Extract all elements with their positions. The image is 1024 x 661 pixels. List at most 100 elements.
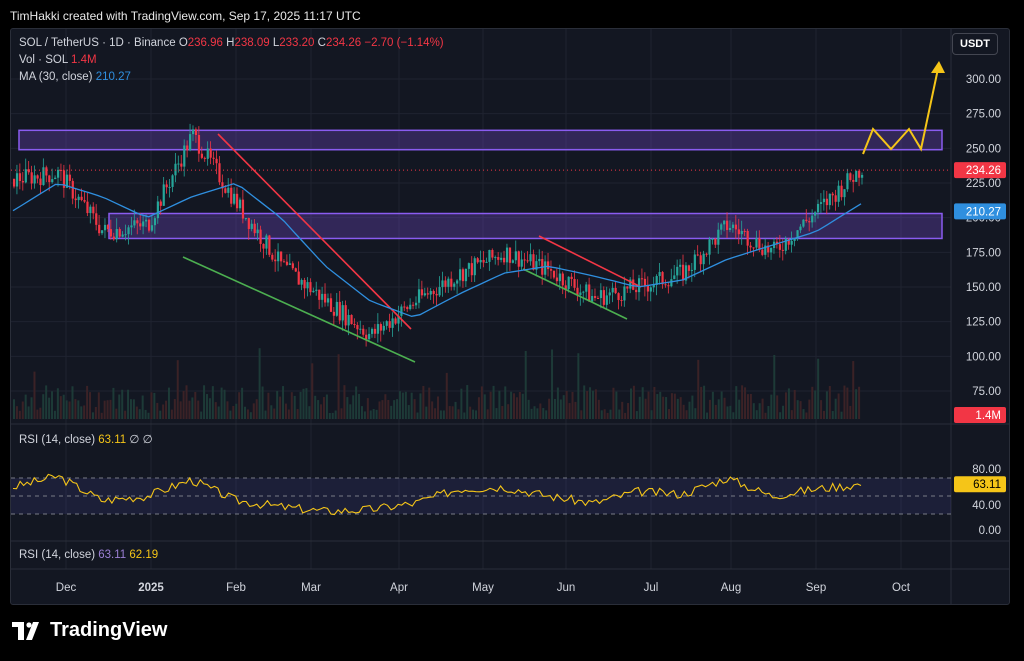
candle-body [109, 229, 113, 237]
volume-bar [855, 389, 858, 419]
candle-body [816, 203, 820, 213]
candle-body [858, 170, 861, 178]
candle-body [558, 273, 561, 282]
candle-body [447, 278, 450, 287]
candle-body [288, 263, 292, 265]
candle-body [256, 229, 259, 234]
brand-name: TradingView [50, 619, 168, 641]
ma-badge-bg [954, 203, 1006, 220]
candle-body [303, 279, 306, 289]
candle-body [250, 223, 253, 229]
high-label: H [226, 37, 235, 49]
candle-body [670, 279, 673, 287]
volume-bar [264, 410, 267, 419]
volume-bar [170, 409, 173, 419]
price-tick-label: 150.00 [966, 282, 1001, 294]
volume-badge: 1.4M [975, 410, 1001, 422]
rsi-value: 63.11 [98, 434, 127, 446]
candle-body [394, 318, 397, 324]
chart-frame[interactable]: 300.00275.00250.00225.00200.00175.00150.… [10, 28, 1010, 605]
candle-body [379, 324, 382, 331]
volume-bar [735, 386, 738, 419]
candle-body [291, 263, 294, 269]
volume-bar [150, 392, 153, 419]
price-chart[interactable]: 300.00275.00250.00225.00200.00175.00150.… [11, 29, 1009, 604]
volume-bar [638, 396, 641, 419]
candle-body [514, 251, 517, 261]
time-tick-label: Aug [721, 582, 741, 594]
candle-body [453, 283, 456, 287]
candle-body [238, 199, 242, 209]
candle-body [191, 129, 195, 135]
projection-arrowhead [931, 61, 945, 73]
volume-bar [381, 400, 384, 419]
volume-bar [679, 397, 682, 419]
volume-bar [442, 410, 445, 419]
volume-bar [284, 403, 287, 419]
volume-bar [340, 408, 343, 419]
candle-body [599, 290, 603, 299]
close-value: 234.26 [325, 37, 362, 49]
rsi-legend-1: RSI (14, close) 63.11 ∅ ∅ [19, 432, 153, 446]
volume-bar [510, 391, 513, 419]
candle-body [103, 224, 107, 231]
volume-bar [729, 405, 732, 419]
volume-bar [776, 395, 779, 419]
volume-bar [568, 403, 571, 419]
volume-bar [761, 398, 764, 419]
ma-label: MA (30, close) [19, 71, 93, 83]
volume-bar [214, 402, 217, 419]
volume-bar [837, 393, 840, 419]
candle-body [464, 268, 468, 282]
time-tick-label: 2025 [138, 582, 164, 594]
candle-body [18, 173, 22, 182]
time-tick-label: May [472, 582, 494, 594]
time-tick-label: Apr [390, 582, 408, 594]
candle-body [470, 263, 473, 276]
candle-body [54, 177, 57, 180]
candle-body [629, 279, 632, 289]
volume-bar [852, 361, 855, 419]
candle-body [605, 295, 608, 305]
volume-bar [621, 401, 624, 419]
volume-bar [822, 410, 825, 419]
candle-body [127, 227, 130, 235]
candle-body [682, 264, 685, 281]
volume-bar [413, 399, 416, 419]
candle-body [15, 173, 19, 187]
candle-body [365, 334, 368, 340]
volume-bar [422, 385, 425, 419]
candle-body [444, 280, 447, 287]
candle-body [62, 170, 66, 188]
volume-bar [793, 389, 796, 419]
volume-bar [103, 400, 106, 419]
volume-bar [790, 410, 793, 419]
volume-bar [811, 386, 814, 419]
volume-bar [30, 397, 33, 419]
volume-bar [18, 410, 21, 419]
volume-bar [211, 386, 214, 419]
volume-bar [320, 404, 323, 419]
volume-bar [758, 403, 761, 419]
volume-bar [39, 407, 42, 419]
volume-bar [586, 390, 589, 419]
candle-body [309, 282, 312, 293]
price-badge-bg [954, 162, 1006, 179]
downtrend-line-2 [538, 235, 642, 288]
volume-bar [515, 397, 518, 419]
candle-body [356, 325, 359, 330]
price-tick-label: 125.00 [966, 317, 1001, 329]
candle-body [547, 261, 550, 270]
volume-bar [533, 406, 536, 419]
candle-body [183, 145, 186, 167]
currency-button[interactable]: USDT [952, 33, 998, 55]
volume-bar [115, 408, 118, 419]
volume-bar [127, 389, 130, 419]
volume-bar [194, 391, 197, 419]
volume-value: 1.4M [71, 54, 97, 66]
candle-body [758, 238, 761, 250]
volume-bar [466, 385, 469, 419]
candle-body [570, 276, 573, 280]
volume-bar [311, 363, 314, 419]
candle-body [101, 230, 104, 234]
